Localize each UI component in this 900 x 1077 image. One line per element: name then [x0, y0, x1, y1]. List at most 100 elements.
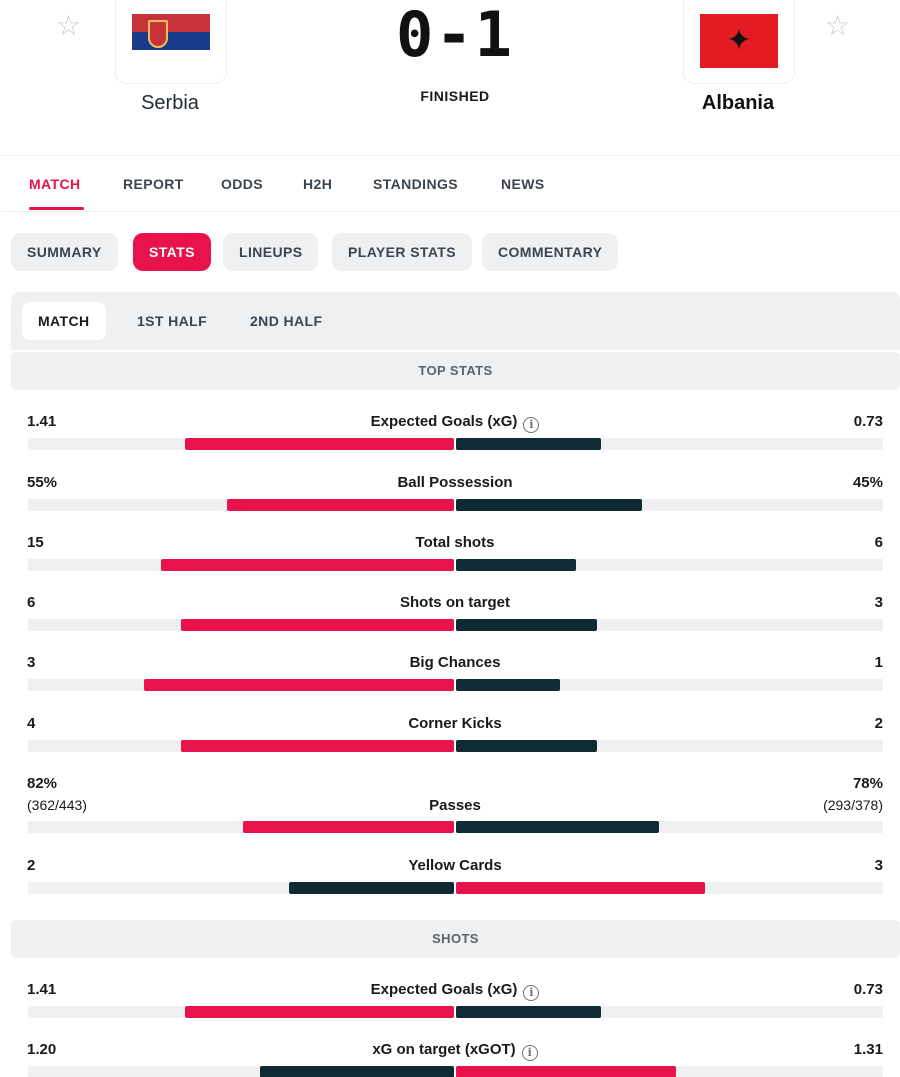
match-header: ☆ Serbia 0-1 FINISHED ✦ Albania ☆ [0, 0, 900, 156]
period-tab-1st-half[interactable]: 1ST HALF [137, 313, 208, 329]
away-stat-value: 3 [874, 857, 883, 874]
home-bar-fill [181, 619, 454, 631]
stat-label: Big Chances [250, 654, 660, 671]
stat-label-text: Shots on target [399, 594, 510, 611]
stat-label: Shots on target [250, 594, 660, 611]
away-stat-value: 6 [874, 534, 883, 551]
period-tabs: MATCH 1ST HALF 2ND HALF [11, 292, 900, 350]
home-stat-value: 2 [27, 857, 36, 874]
away-bar-fill [456, 559, 576, 571]
home-stat-value: 3 [27, 654, 36, 671]
home-bar-track [28, 438, 454, 450]
albania-flag-icon: ✦ [700, 14, 778, 68]
away-team-flag-card[interactable]: ✦ [683, 0, 795, 84]
home-stat-value: 15 [27, 534, 44, 551]
stat-label-text: Total shots [415, 534, 495, 551]
away-bar-track [456, 1066, 883, 1077]
stat-row-yellow-cards: 2 3 Yellow Cards [0, 857, 900, 909]
home-bar-fill [260, 1066, 454, 1077]
tab-news[interactable]: NEWS [501, 176, 545, 192]
home-stat-value: 1.20 [27, 1041, 57, 1058]
home-bar-fill [185, 1006, 454, 1018]
stat-label-text: xG on target (xGOT) [372, 1041, 516, 1058]
away-bar-track [456, 619, 883, 631]
away-bar-track [456, 821, 883, 833]
period-tab-2nd-half[interactable]: 2ND HALF [250, 313, 323, 329]
away-bar-fill [456, 499, 642, 511]
stat-label-text: Passes [429, 797, 481, 814]
favorite-home-star-icon[interactable]: ☆ [56, 10, 82, 41]
info-icon[interactable]: i [523, 417, 540, 433]
away-bar-track [456, 1006, 883, 1018]
stat-label-text: Expected Goals (xG) [370, 981, 518, 998]
away-stat-value: 1 [874, 654, 883, 671]
away-bar-fill [456, 679, 560, 691]
stat-label: Expected Goals (xG) i [250, 981, 660, 1001]
home-bar-fill [181, 740, 454, 752]
period-tab-match[interactable]: MATCH [22, 302, 106, 340]
favorite-away-star-icon[interactable]: ☆ [825, 10, 851, 41]
away-stat-value: 0.73 [853, 413, 883, 430]
away-bar-track [456, 438, 883, 450]
stat-row-ball-possession: 55% 45% Ball Possession [0, 474, 900, 526]
away-bar-track [456, 559, 883, 571]
home-bar-fill [144, 679, 454, 691]
home-bar-track [28, 619, 454, 631]
home-bar-track [28, 821, 454, 833]
tab-odds[interactable]: ODDS [221, 176, 264, 192]
home-bar-track [28, 499, 454, 511]
match-status: FINISHED [420, 88, 490, 104]
home-bar-fill [243, 821, 454, 833]
stat-row-expected-goals-xg: 1.41 0.73 Expected Goals (xG) i [0, 981, 900, 1033]
away-bar-track [456, 499, 883, 511]
tab-report[interactable]: REPORT [123, 176, 184, 192]
stat-row-big-chances: 3 1 Big Chances [0, 654, 900, 706]
home-bar-track [28, 559, 454, 571]
away-bar-fill [456, 619, 597, 631]
sub-tabs: SUMMARY STATS LINEUPS PLAYER STATS COMME… [0, 233, 900, 271]
away-bar-track [456, 679, 883, 691]
home-stat-detail: (362/443) [27, 797, 87, 813]
stat-label: Expected Goals (xG) i [250, 413, 660, 433]
away-stat-value: 78% [852, 775, 883, 792]
stat-label-text: Ball Possession [397, 474, 513, 491]
stat-label-text: Expected Goals (xG) [370, 413, 518, 430]
stat-label: Ball Possession [250, 474, 660, 491]
main-tabs: MATCH REPORT ODDS H2H STANDINGS NEWS [0, 156, 900, 212]
stat-row-expected-goals-xg: 1.41 0.73 Expected Goals (xG) i [0, 413, 900, 465]
stat-row-passes: 82% 78% (362/443) (293/378) Passes [0, 775, 900, 833]
tab-player-stats[interactable]: PLAYER STATS [332, 233, 473, 271]
tab-h2h[interactable]: H2H [303, 176, 333, 192]
home-stat-value: 1.41 [27, 413, 57, 430]
section-header-shots: SHOTS [11, 920, 900, 958]
home-stat-value: 6 [27, 594, 36, 611]
away-stat-value: 1.31 [853, 1041, 883, 1058]
stat-label: xG on target (xGOT) i [250, 1041, 660, 1061]
away-stat-detail: (293/378) [823, 797, 883, 813]
home-bar-fill [185, 438, 454, 450]
away-stat-value: 45% [852, 474, 883, 491]
tab-standings[interactable]: STANDINGS [373, 176, 459, 192]
away-bar-fill [456, 821, 659, 833]
stat-label: Total shots [250, 534, 660, 551]
tab-lineups[interactable]: LINEUPS [223, 233, 319, 271]
tab-match[interactable]: MATCH [29, 176, 81, 192]
info-icon[interactable]: i [523, 985, 540, 1001]
tab-commentary[interactable]: COMMENTARY [482, 233, 619, 271]
away-bar-track [456, 882, 883, 894]
serbia-flag-icon [132, 14, 210, 68]
tab-stats[interactable]: STATS [133, 233, 211, 271]
home-stat-value: 82% [27, 775, 58, 792]
stat-row-shots-on-target: 6 3 Shots on target [0, 594, 900, 646]
home-team-name[interactable]: Serbia [141, 92, 199, 114]
home-team-flag-card[interactable] [115, 0, 227, 84]
info-icon[interactable]: i [521, 1045, 538, 1061]
away-stat-value: 2 [874, 715, 883, 732]
tab-summary[interactable]: SUMMARY [11, 233, 118, 271]
home-stat-value: 55% [27, 474, 58, 491]
match-score: 0-1 [396, 0, 514, 71]
home-bar-track [28, 740, 454, 752]
home-stat-value: 1.41 [27, 981, 57, 998]
away-team-name[interactable]: Albania [701, 92, 775, 114]
stat-label: Passes [250, 797, 660, 814]
